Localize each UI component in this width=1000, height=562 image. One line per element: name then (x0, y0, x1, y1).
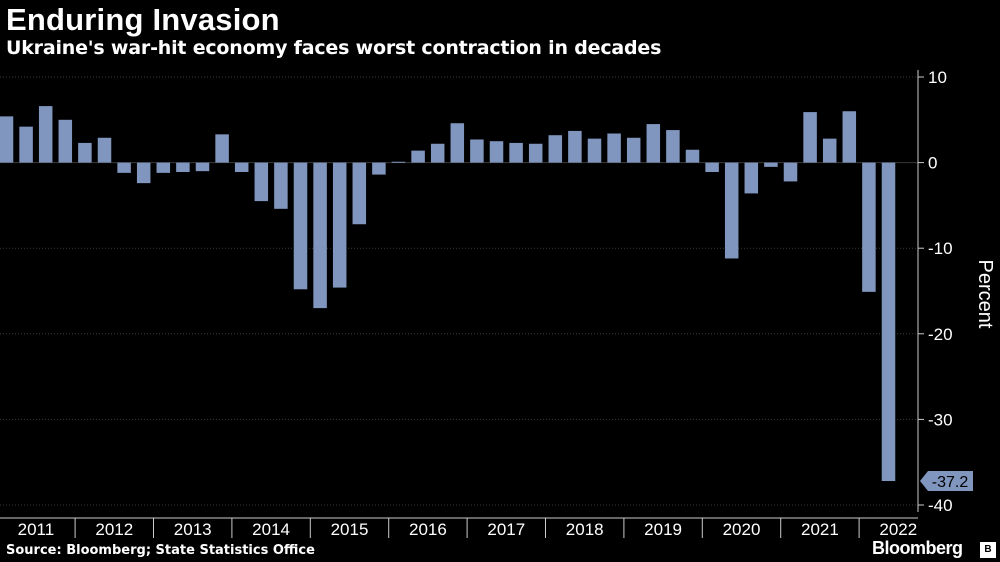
y-tick-label: -40 (928, 496, 953, 515)
bar-2016-Q2 (411, 150, 425, 163)
bar-2012-Q4 (136, 162, 151, 184)
y-tick-label: 10 (928, 68, 947, 87)
bar-2013-Q1 (156, 162, 171, 173)
x-tick-label-2012: 2012 (95, 520, 133, 539)
y-tick-label: 0 (928, 154, 937, 173)
x-tick-label-2015: 2015 (331, 520, 369, 539)
bar-2019-Q2 (646, 124, 661, 163)
bar-2016-Q1 (391, 161, 406, 163)
bar-2020-Q2 (724, 162, 739, 259)
bar-2018-Q2 (568, 130, 582, 163)
bloomberg-badge-icon: B (980, 542, 996, 558)
bar-2018-Q4 (607, 133, 621, 163)
last-value-label: -37.2 (932, 474, 969, 491)
bar-2014-Q1 (234, 162, 249, 173)
bar-2012-Q2 (97, 137, 112, 163)
bar-2014-Q4 (293, 162, 308, 290)
bar-2019-Q1 (626, 137, 641, 163)
y-tick-label: -10 (928, 239, 953, 258)
bar-2011-Q1 (0, 116, 14, 163)
bar-2014-Q3 (274, 162, 288, 209)
bar-2016-Q3 (430, 143, 445, 163)
bar-2012-Q3 (117, 162, 131, 173)
x-tick-label-2016: 2016 (409, 520, 447, 539)
bar-2020-Q4 (764, 162, 778, 167)
bar-2014-Q2 (254, 162, 269, 202)
bloomberg-logo: Bloomberg (872, 538, 963, 558)
source-note: Source: Bloomberg; State Statistics Offi… (6, 543, 315, 558)
x-tick-label-2022: 2022 (879, 520, 917, 539)
bar-2019-Q3 (666, 130, 680, 163)
bar-2021-Q3 (822, 138, 837, 163)
bar-2021-Q4 (842, 111, 857, 163)
x-tick-label-2021: 2021 (801, 520, 839, 539)
bar-2011-Q4 (58, 119, 73, 163)
bar-2015-Q1 (313, 162, 327, 309)
x-tick-label-2020: 2020 (723, 520, 761, 539)
bar-2013-Q2 (176, 162, 190, 173)
bar-2015-Q4 (372, 162, 386, 175)
x-tick-label-2018: 2018 (566, 520, 604, 539)
bar-2021-Q1 (783, 162, 798, 182)
x-tick-label-2014: 2014 (252, 520, 290, 539)
bar-2022-Q1 (862, 162, 876, 292)
bar-2020-Q3 (744, 162, 759, 194)
x-tick-label-2017: 2017 (487, 520, 525, 539)
x-tick-label-2013: 2013 (174, 520, 212, 539)
x-tick-label-2011: 2011 (18, 520, 55, 539)
bar-2015-Q2 (332, 162, 347, 288)
bar-2017-Q1 (470, 139, 484, 163)
chart-title: Enduring Invasion (6, 2, 280, 37)
y-axis-label: Percent (974, 260, 996, 329)
bar-2022-Q2 (881, 162, 896, 482)
bar-2017-Q2 (489, 141, 504, 163)
bar-2013-Q3 (195, 162, 210, 172)
bar-2020-Q1 (705, 162, 719, 173)
bar-2018-Q3 (587, 138, 602, 163)
bar-2015-Q3 (352, 162, 367, 225)
y-tick-label: -30 (928, 410, 953, 429)
bar-2013-Q4 (215, 134, 229, 163)
bar-2012-Q1 (78, 142, 92, 163)
bar-2018-Q1 (548, 135, 563, 163)
bar-2019-Q4 (685, 149, 700, 163)
x-tick-label-2019: 2019 (644, 520, 682, 539)
last-value-tag (920, 471, 973, 492)
bar-2017-Q3 (509, 142, 523, 163)
bar-2016-Q4 (450, 123, 465, 163)
bar-2017-Q4 (528, 143, 543, 163)
bar-2011-Q2 (19, 126, 33, 163)
bar-2021-Q2 (803, 112, 817, 163)
bar-2011-Q3 (38, 106, 53, 163)
chart-subtitle: Ukraine's war-hit economy faces worst co… (6, 37, 662, 59)
y-tick-label: -20 (928, 325, 953, 344)
